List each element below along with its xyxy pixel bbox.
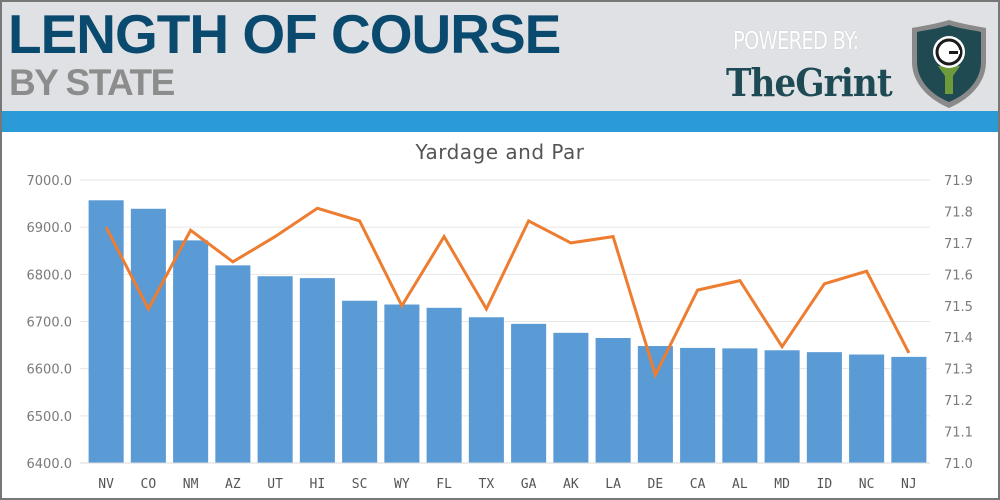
page-title: LENGTH OF COURSE bbox=[8, 3, 561, 65]
y-left-tick-label: 6400.0 bbox=[27, 457, 73, 472]
bar-fl bbox=[426, 307, 462, 463]
y-right-tick-label: 71.7 bbox=[944, 237, 973, 252]
y-axis-left: 7000.0 6900.0 6800.0 6700.0 6600.0 6500.0 6400… bbox=[27, 174, 73, 472]
bar-de bbox=[637, 346, 673, 463]
category-label-fl: FL bbox=[436, 477, 452, 492]
bar-co bbox=[130, 208, 166, 463]
y-right-tick-label: 71.1 bbox=[944, 426, 973, 441]
par-line bbox=[104, 206, 911, 380]
y-right-tick-label: 71.3 bbox=[944, 363, 973, 378]
bar-nc bbox=[849, 354, 885, 463]
category-label-md: MD bbox=[774, 477, 790, 492]
bar-al bbox=[722, 348, 758, 463]
y-right-tick-label: 71.8 bbox=[944, 205, 973, 220]
x-axis-categories: NV CO NM AZ UT HI SC WY FL TX GA AK LA DE CA AL MD ID NC NJ bbox=[98, 477, 916, 492]
category-label-sc: SC bbox=[352, 477, 368, 492]
bar-nm bbox=[173, 240, 209, 463]
header-banner: LENGTH OF COURSE BY STATE POWERED BY: Th… bbox=[0, 0, 1000, 111]
y-right-tick-label: 71.2 bbox=[944, 394, 973, 409]
category-label-al: AL bbox=[732, 477, 748, 492]
y-right-tick-label: 71.0 bbox=[944, 457, 973, 472]
category-label-co: CO bbox=[141, 477, 157, 492]
category-label-ga: GA bbox=[521, 477, 537, 492]
category-label-nc: NC bbox=[859, 477, 875, 492]
y-left-tick-label: 6900.0 bbox=[27, 221, 73, 236]
frame-border-right bbox=[998, 0, 1000, 500]
bar-az bbox=[215, 265, 251, 463]
category-label-ca: CA bbox=[690, 477, 706, 492]
y-left-tick-label: 6600.0 bbox=[27, 363, 73, 378]
category-label-id: ID bbox=[817, 477, 833, 492]
chart-title: Yardage and Par bbox=[415, 140, 585, 164]
frame-border-left bbox=[0, 0, 2, 500]
bar-md bbox=[764, 350, 800, 463]
bar-ga bbox=[511, 323, 547, 463]
y-left-tick-label: 6700.0 bbox=[27, 316, 73, 331]
y-right-tick-label: 71.5 bbox=[944, 300, 973, 315]
bar-tx bbox=[468, 317, 504, 463]
category-label-ak: AK bbox=[563, 477, 579, 492]
category-label-de: DE bbox=[648, 477, 664, 492]
bar-nj bbox=[891, 356, 927, 463]
bar-ca bbox=[680, 347, 716, 463]
y-right-tick-label: 71.4 bbox=[944, 331, 973, 346]
page-subtitle: BY STATE bbox=[9, 62, 175, 103]
par-polyline bbox=[104, 206, 911, 380]
y-axis-right: 71.9 71.8 71.7 71.6 71.5 71.4 71.3 71.2 71.1 71.0 bbox=[944, 174, 973, 472]
y-left-tick-label: 6800.0 bbox=[27, 268, 73, 283]
category-label-tx: TX bbox=[479, 477, 495, 492]
brand-name: TheGrint bbox=[726, 60, 893, 105]
y-right-tick-label: 71.9 bbox=[944, 174, 973, 189]
bar-wy bbox=[384, 304, 420, 463]
category-label-nj: NJ bbox=[901, 477, 917, 492]
bar-sc bbox=[342, 300, 378, 463]
thegrint-shield-logo-icon bbox=[912, 20, 986, 108]
bar-hi bbox=[299, 278, 335, 463]
y-right-tick-label: 71.6 bbox=[944, 268, 973, 283]
category-label-la: LA bbox=[605, 477, 621, 492]
yardage-par-chart: 7000.0 6900.0 6800.0 6700.0 6600.0 6500.0 6400… bbox=[27, 174, 973, 492]
bar-la bbox=[595, 338, 631, 463]
bar-id bbox=[806, 352, 842, 463]
y-left-tick-label: 6500.0 bbox=[27, 410, 73, 425]
bar-nv bbox=[88, 200, 124, 463]
bar-ut bbox=[257, 276, 293, 463]
frame-border-top bbox=[0, 0, 1000, 2]
category-label-nm: NM bbox=[183, 477, 199, 492]
header-stripe bbox=[0, 111, 1000, 132]
category-label-az: AZ bbox=[225, 477, 241, 492]
category-label-nv: NV bbox=[98, 477, 114, 492]
frame-border-bottom bbox=[0, 498, 1000, 500]
category-label-hi: HI bbox=[310, 477, 326, 492]
yardage-bars bbox=[88, 200, 927, 463]
bar-ak bbox=[553, 332, 589, 463]
category-label-ut: UT bbox=[267, 477, 283, 492]
category-label-wy: WY bbox=[394, 477, 410, 492]
y-left-tick-label: 7000.0 bbox=[27, 174, 73, 189]
powered-by-label: POWERED BY: bbox=[733, 26, 859, 55]
